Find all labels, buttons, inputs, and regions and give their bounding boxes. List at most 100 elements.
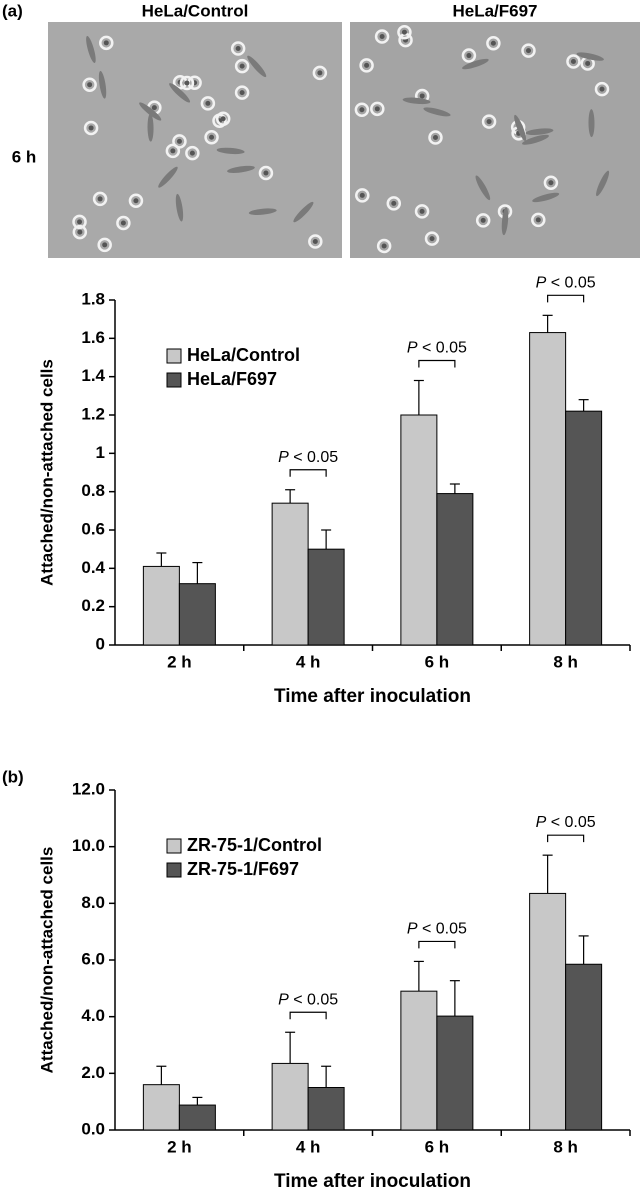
bar bbox=[142, 565, 180, 646]
significance-label: P < 0.05 bbox=[536, 275, 596, 292]
y-tick-label: 0.4 bbox=[81, 558, 105, 577]
cell-core bbox=[429, 236, 435, 242]
cell-core bbox=[189, 150, 195, 156]
cell bbox=[200, 96, 216, 111]
cell-core bbox=[235, 46, 241, 52]
cell bbox=[594, 81, 610, 97]
cell-core bbox=[419, 93, 425, 99]
bar bbox=[178, 583, 216, 646]
cell-core bbox=[359, 192, 365, 198]
image-title: HeLa/Control bbox=[142, 1, 249, 20]
cell-core bbox=[364, 62, 370, 68]
cell-spread bbox=[248, 208, 277, 215]
cell bbox=[475, 213, 491, 228]
cell-core bbox=[239, 63, 245, 69]
x-tick-label: 8 h bbox=[553, 1137, 578, 1156]
legend-label: HeLa/Control bbox=[187, 345, 300, 365]
bar bbox=[271, 1062, 309, 1131]
bar bbox=[271, 502, 309, 646]
bar bbox=[307, 1087, 345, 1131]
cell bbox=[234, 58, 250, 74]
y-tick-label: 0.2 bbox=[81, 596, 105, 615]
cell bbox=[92, 191, 108, 207]
x-tick-label: 6 h bbox=[425, 1137, 450, 1156]
cell-spread bbox=[596, 170, 610, 197]
bar bbox=[142, 1084, 180, 1131]
cell bbox=[165, 143, 181, 159]
cell-core bbox=[205, 100, 211, 106]
cell-core bbox=[585, 60, 591, 66]
significance-bracket bbox=[289, 469, 327, 477]
significance-bracket bbox=[418, 940, 456, 949]
cell-core bbox=[97, 196, 103, 202]
cell-core bbox=[170, 148, 176, 154]
cell-core bbox=[102, 242, 108, 248]
y-tick-label: 10.0 bbox=[72, 836, 105, 855]
cell-core bbox=[133, 198, 139, 204]
legend-swatch bbox=[166, 348, 182, 364]
cell bbox=[461, 48, 477, 63]
y-tick-label: 12.0 bbox=[72, 779, 105, 798]
bar bbox=[529, 892, 567, 1131]
cell-core bbox=[184, 80, 190, 86]
y-tick-label: 1.6 bbox=[81, 328, 105, 347]
x-tick-label: 4 h bbox=[296, 1137, 321, 1156]
cell-spread bbox=[501, 207, 509, 236]
cell bbox=[355, 188, 370, 203]
cell bbox=[354, 102, 370, 117]
row-label: 6 h bbox=[12, 147, 37, 166]
cell-core bbox=[419, 208, 425, 214]
cell bbox=[386, 196, 402, 211]
bar bbox=[178, 1104, 216, 1131]
cell bbox=[543, 175, 559, 190]
cell-core bbox=[466, 53, 472, 59]
cell-spread bbox=[576, 52, 604, 61]
legend-label: HeLa/F697 bbox=[187, 369, 277, 389]
cell-spread bbox=[522, 134, 549, 145]
cell-spread bbox=[423, 107, 451, 117]
cell-spread bbox=[247, 55, 267, 78]
significance-label: P < 0.05 bbox=[278, 449, 338, 466]
cell-core bbox=[312, 238, 318, 244]
cell bbox=[116, 215, 131, 231]
cell-spread bbox=[139, 102, 162, 121]
x-axis-title: Time after inoculation bbox=[274, 686, 471, 707]
x-axis-title: Time after inoculation bbox=[274, 1171, 471, 1192]
cell-core bbox=[401, 29, 407, 35]
cell bbox=[370, 101, 385, 117]
cell-spread bbox=[525, 128, 554, 135]
legend-label: ZR-75-1/Control bbox=[187, 835, 322, 855]
cell-core bbox=[535, 217, 541, 223]
cell-spread bbox=[532, 192, 560, 203]
cell bbox=[359, 58, 374, 73]
cell-core bbox=[151, 105, 157, 111]
x-tick-label: 2 h bbox=[167, 1137, 192, 1156]
significance-bracket bbox=[547, 294, 585, 303]
legend-swatch bbox=[166, 838, 182, 854]
cell bbox=[172, 134, 187, 149]
cell-core bbox=[379, 34, 385, 40]
cell bbox=[258, 165, 274, 181]
significance-bracket bbox=[289, 1011, 327, 1020]
cell-core bbox=[525, 48, 531, 54]
y-tick-label: 1.4 bbox=[81, 366, 105, 385]
cell bbox=[397, 24, 412, 40]
significance-bracket bbox=[547, 834, 585, 843]
cell bbox=[99, 35, 114, 51]
significance-label: P < 0.05 bbox=[278, 991, 338, 1008]
panel-label: (b) bbox=[2, 767, 24, 786]
bar bbox=[436, 1015, 474, 1131]
image-title: HeLa/F697 bbox=[452, 1, 537, 20]
cell-spread bbox=[86, 36, 96, 64]
cell-spread bbox=[514, 114, 527, 141]
cell-spread bbox=[227, 165, 255, 173]
cell bbox=[521, 43, 536, 58]
cell bbox=[83, 120, 99, 136]
cell bbox=[234, 85, 250, 100]
cell bbox=[72, 214, 87, 230]
y-tick-label: 0.6 bbox=[81, 519, 105, 538]
cell-core bbox=[432, 134, 438, 140]
panel-label: (a) bbox=[2, 1, 23, 20]
cell-core bbox=[220, 116, 226, 122]
